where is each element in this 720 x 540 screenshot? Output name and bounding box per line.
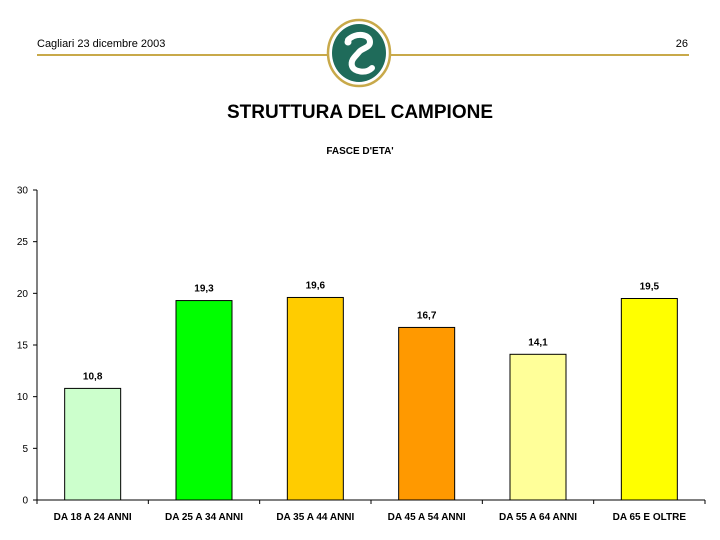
bar-value-label: 14,1 xyxy=(528,337,548,348)
y-tick-label: 0 xyxy=(22,496,28,507)
y-tick-label: 30 xyxy=(17,186,29,197)
y-tick-label: 25 xyxy=(17,237,29,248)
x-tick-label: DA 55 A 64 ANNI xyxy=(499,512,577,523)
y-tick-label: 5 xyxy=(22,444,28,455)
bar-value-label: 16,7 xyxy=(417,310,437,321)
bar xyxy=(64,387,122,501)
x-tick-label: DA 18 A 24 ANNI xyxy=(54,512,132,523)
y-tick-label: 15 xyxy=(17,341,29,352)
x-tick-label: DA 65 E OLTRE xyxy=(613,512,687,523)
bar-value-label: 19,6 xyxy=(306,280,326,291)
chart-subtitle: FASCE D'ETA' xyxy=(326,146,394,157)
x-tick-label: DA 25 A 34 ANNI xyxy=(165,512,243,523)
bar xyxy=(509,353,567,501)
x-tick-label: DA 45 A 54 ANNI xyxy=(388,512,466,523)
x-tick-label: DA 35 A 44 ANNI xyxy=(276,512,354,523)
bar xyxy=(286,296,344,501)
bar xyxy=(175,300,233,501)
bar xyxy=(620,298,678,501)
bar-value-label: 10,8 xyxy=(83,371,103,382)
header-location-date: Cagliari 23 dicembre 2003 xyxy=(37,38,166,50)
chart-title: STRUTTURA DEL CAMPIONE xyxy=(227,102,493,123)
logo-icon xyxy=(326,18,392,88)
y-tick-label: 10 xyxy=(17,392,29,403)
page-number: 26 xyxy=(675,38,688,50)
y-tick-label: 20 xyxy=(17,289,29,300)
bar-value-label: 19,3 xyxy=(194,284,214,295)
bar-value-label: 19,5 xyxy=(640,282,660,293)
bar xyxy=(398,326,456,501)
